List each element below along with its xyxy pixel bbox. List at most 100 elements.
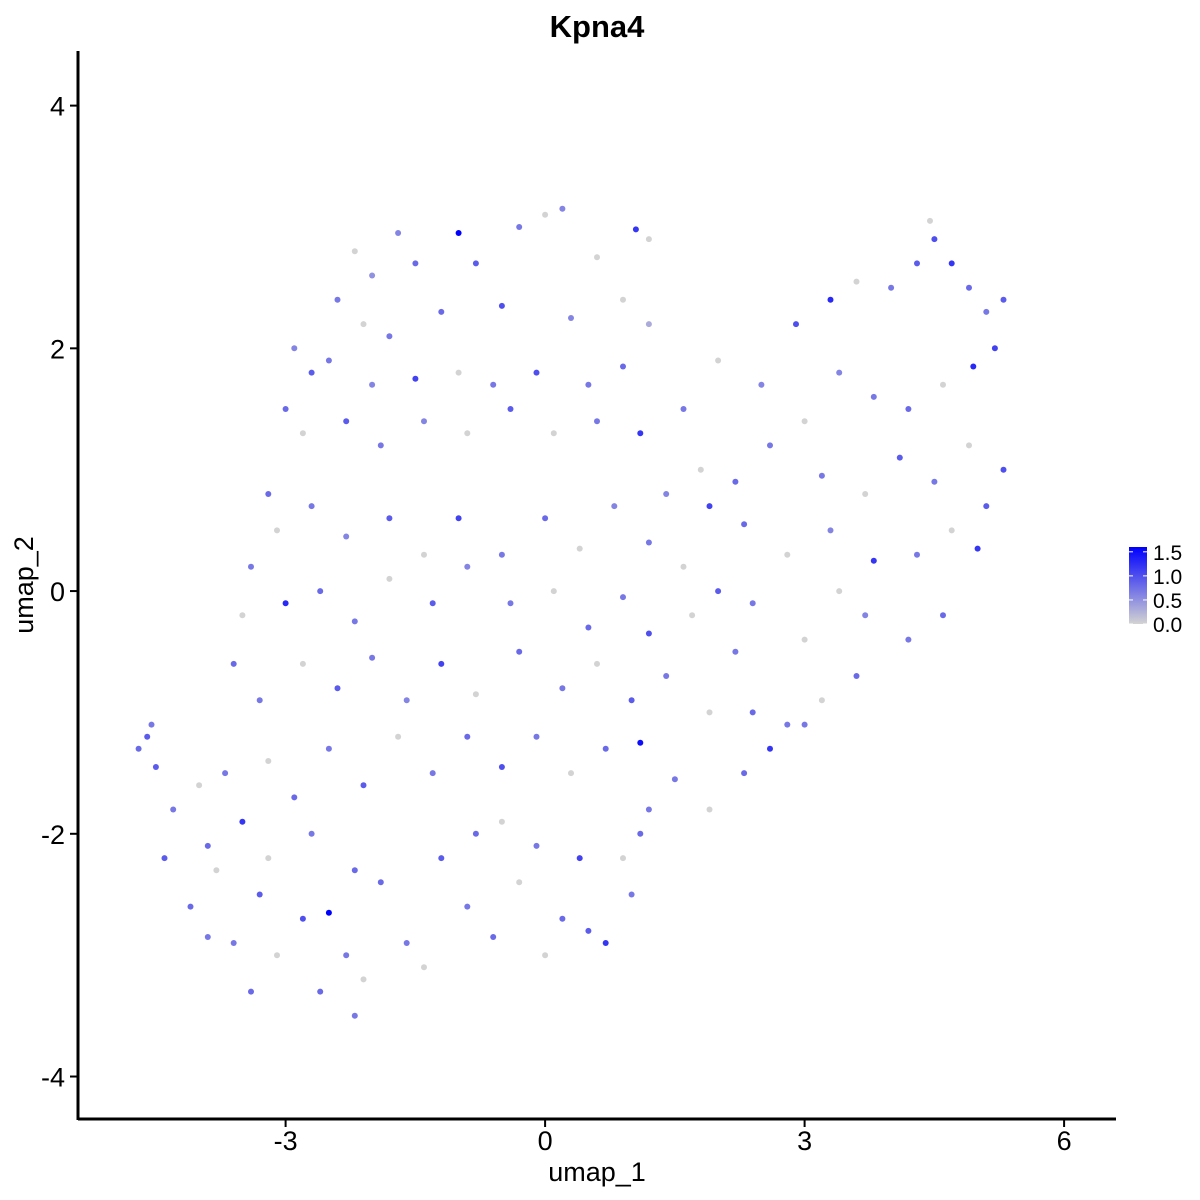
data-point [784, 721, 791, 728]
data-point [983, 503, 990, 510]
data-point [196, 782, 203, 789]
data-point [490, 934, 497, 940]
data-point [351, 618, 358, 625]
data-point [274, 952, 280, 959]
data-point [343, 418, 350, 425]
data-point [455, 230, 462, 236]
data-point [896, 454, 903, 461]
data-point [343, 533, 350, 540]
data-point [732, 478, 739, 485]
data-point [239, 612, 246, 619]
y-tick-label: 0 [50, 577, 65, 607]
data-point [533, 369, 540, 376]
data-point [291, 794, 298, 801]
data-point [204, 842, 211, 849]
data-point [248, 563, 254, 570]
data-point [308, 830, 315, 837]
data-point [818, 697, 825, 704]
data-point [369, 272, 376, 279]
data-point [516, 224, 523, 230]
data-point [542, 211, 549, 218]
data-point [741, 521, 748, 528]
data-point [222, 770, 229, 777]
data-point [274, 527, 280, 534]
data-point [325, 745, 332, 752]
data-point [464, 563, 471, 570]
data-point [620, 594, 626, 601]
data-point [870, 557, 877, 564]
data-point [351, 248, 358, 255]
data-point [905, 406, 912, 412]
data-point [927, 217, 933, 224]
data-point [585, 927, 592, 934]
data-point [645, 630, 652, 637]
data-point [550, 430, 557, 437]
data-point [282, 600, 289, 607]
data-point [948, 527, 955, 534]
data-point [170, 806, 177, 813]
data-point [455, 369, 462, 376]
data-point [801, 418, 808, 425]
x-ticks: -3 0 3 6 [274, 1119, 1072, 1156]
data-point [343, 952, 350, 959]
data-point [282, 406, 289, 412]
data-point [386, 575, 393, 582]
data-point [741, 770, 748, 777]
data-point [395, 733, 402, 740]
data-point [836, 588, 843, 595]
data-point [144, 733, 151, 740]
data-point [317, 988, 324, 995]
data-point [602, 745, 609, 752]
data-point [870, 393, 877, 400]
data-point [213, 867, 220, 874]
data-point [974, 545, 981, 552]
data-point [148, 721, 155, 728]
data-point [377, 442, 384, 449]
data-point [507, 406, 514, 412]
data-point [767, 745, 773, 752]
data-point [256, 891, 263, 898]
y-tick-label: -2 [41, 820, 65, 850]
data-point [265, 758, 272, 764]
data-point [472, 830, 479, 837]
data-point [230, 660, 237, 667]
data-point [265, 855, 272, 862]
data-point [689, 612, 696, 619]
data-point [620, 855, 626, 862]
data-point [818, 472, 825, 479]
data-point [637, 430, 644, 437]
data-point [715, 357, 722, 364]
data-point [836, 369, 843, 376]
data-point [594, 254, 600, 261]
data-point [464, 430, 471, 437]
data-point [472, 260, 479, 267]
data-point [438, 855, 445, 862]
data-point [464, 903, 471, 910]
data-point [749, 709, 756, 716]
data-point [576, 855, 583, 862]
data-point [438, 660, 445, 667]
data-point [632, 226, 639, 233]
data-point [265, 491, 272, 497]
data-point [594, 418, 600, 425]
data-point [940, 612, 946, 619]
data-point [299, 430, 306, 437]
data-point [161, 855, 168, 862]
data-point [732, 648, 739, 655]
data-point [680, 563, 687, 570]
data-point [230, 940, 237, 946]
data-point [645, 236, 652, 243]
data-point [585, 624, 592, 631]
data-point [931, 478, 938, 485]
data-point [204, 934, 211, 940]
data-point [291, 345, 298, 352]
data-point [386, 333, 393, 340]
data-point [239, 818, 246, 825]
y-tick-label: -4 [41, 1063, 65, 1093]
data-point [914, 551, 920, 558]
data-point [369, 381, 376, 388]
data-point [550, 588, 557, 595]
data-point [620, 363, 626, 370]
data-point [983, 308, 990, 315]
data-point [421, 418, 427, 425]
